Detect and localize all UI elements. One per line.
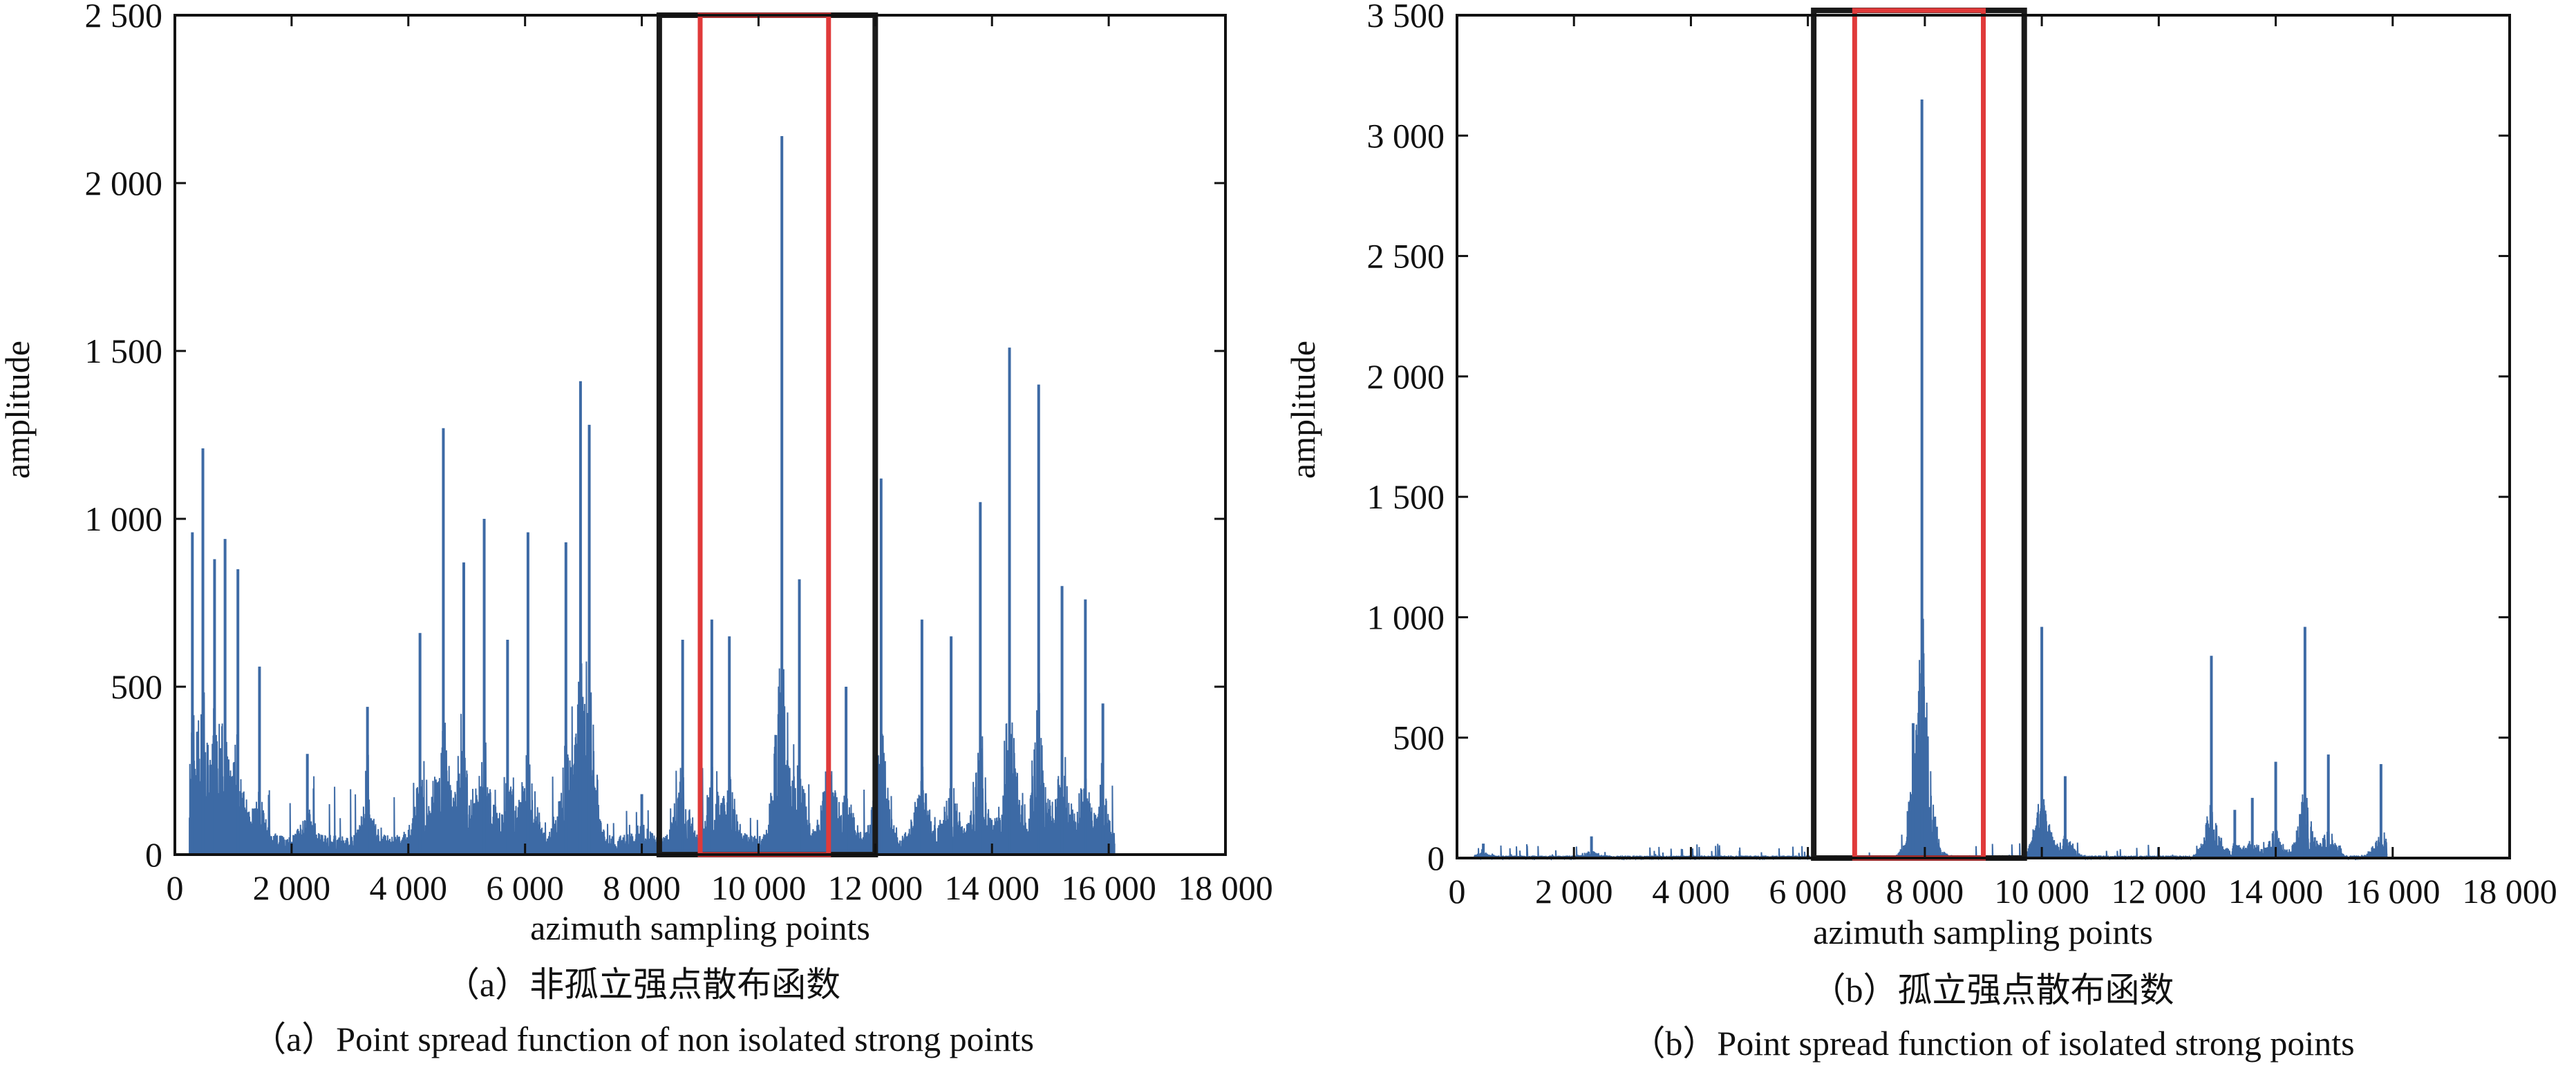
panel-b-isolated-psf: 0 2 000 4 000 6 000 8 000 10 000 12 000 14 000 1…: [1284, 0, 2557, 1063]
x-tick-label: 6 000: [1769, 872, 1847, 911]
x-tick-label: 10 000: [711, 868, 807, 907]
x-tick-label: 0: [167, 868, 184, 907]
y-tick-label: 1 000: [1367, 598, 1445, 636]
panel-b-caption-zh: （b）孤立强点散布函数: [1812, 971, 2174, 1009]
x-tick-label: 8 000: [603, 868, 681, 907]
panel-b-x-axis-label: azimuth sampling points: [1813, 913, 2153, 951]
y-tick-label: 3 000: [1367, 116, 1445, 155]
x-tick-label: 14 000: [2228, 872, 2324, 911]
x-tick-label: 16 000: [2345, 872, 2441, 911]
y-tick-label: 3 500: [1367, 0, 1445, 35]
panel-a-y-axis-label: amplitude: [0, 341, 37, 479]
panel-b-signal-layer: [1474, 99, 2388, 861]
y-tick-label: 2 000: [85, 164, 163, 202]
y-tick-label: 500: [111, 667, 162, 706]
x-tick-label: 8 000: [1886, 872, 1964, 911]
signal-trace: [1474, 590, 2388, 861]
panel-b-caption-en: （b）Point spread function of isolated str…: [1630, 1024, 2354, 1063]
panel-a-axes-frame: [173, 14, 1227, 856]
panel-a-non-isolated-psf: 0 2 000 4 000 6 000 8 000 10 000 12 000 14 000 1…: [0, 0, 1273, 1058]
panel-a-x-axis-label: azimuth sampling points: [530, 908, 870, 947]
x-tick-label: 4 000: [370, 868, 448, 907]
x-tick-label: 2 000: [253, 868, 331, 907]
panel-b-axes-frame: [1456, 14, 2511, 859]
y-tick-label: 2 500: [85, 0, 163, 35]
y-tick-label: 2 500: [1367, 237, 1445, 276]
x-tick-label: 4 000: [1652, 872, 1730, 911]
y-tick-label: 1 500: [85, 332, 163, 370]
x-tick-label: 12 000: [828, 868, 923, 907]
y-tick-label: 0: [145, 835, 162, 874]
y-tick-label: 2 000: [1367, 357, 1445, 396]
y-tick-label: 1 500: [1367, 477, 1445, 516]
y-tick-label: 1 000: [85, 499, 163, 538]
x-tick-label: 12 000: [2112, 872, 2207, 911]
y-tick-label: 500: [1393, 718, 1445, 757]
x-tick-label: 18 000: [1178, 868, 1273, 907]
panel-a-caption-zh: （a）非孤立强点散布函数: [445, 965, 840, 1004]
x-tick-label: 10 000: [1994, 872, 2089, 911]
x-tick-label: 0: [1449, 872, 1466, 911]
x-tick-label: 2 000: [1535, 872, 1613, 911]
panel-a-signal-layer: [189, 135, 1116, 855]
panel-a-highlight-boxes: [656, 12, 878, 857]
panel-a-ticks: 0 2 000 4 000 6 000 8 000 10 000 12 000 14 000 1…: [85, 0, 1273, 907]
inner-window-box: [697, 12, 831, 857]
x-tick-label: 6 000: [486, 868, 564, 907]
x-tick-label: 14 000: [944, 868, 1040, 907]
outer-window-box: [656, 12, 878, 857]
y-tick-label: 0: [1427, 839, 1445, 877]
panel-b-y-axis-label: amplitude: [1284, 341, 1322, 479]
x-tick-label: 18 000: [2462, 872, 2557, 911]
panel-b-ticks: 0 2 000 4 000 6 000 8 000 10 000 12 000 14 000 1…: [1367, 0, 2557, 911]
panel-a-caption-en: （a）Point spread function of non isolated…: [252, 1020, 1034, 1058]
signal-trace: [189, 661, 1116, 855]
x-tick-label: 16 000: [1061, 868, 1156, 907]
